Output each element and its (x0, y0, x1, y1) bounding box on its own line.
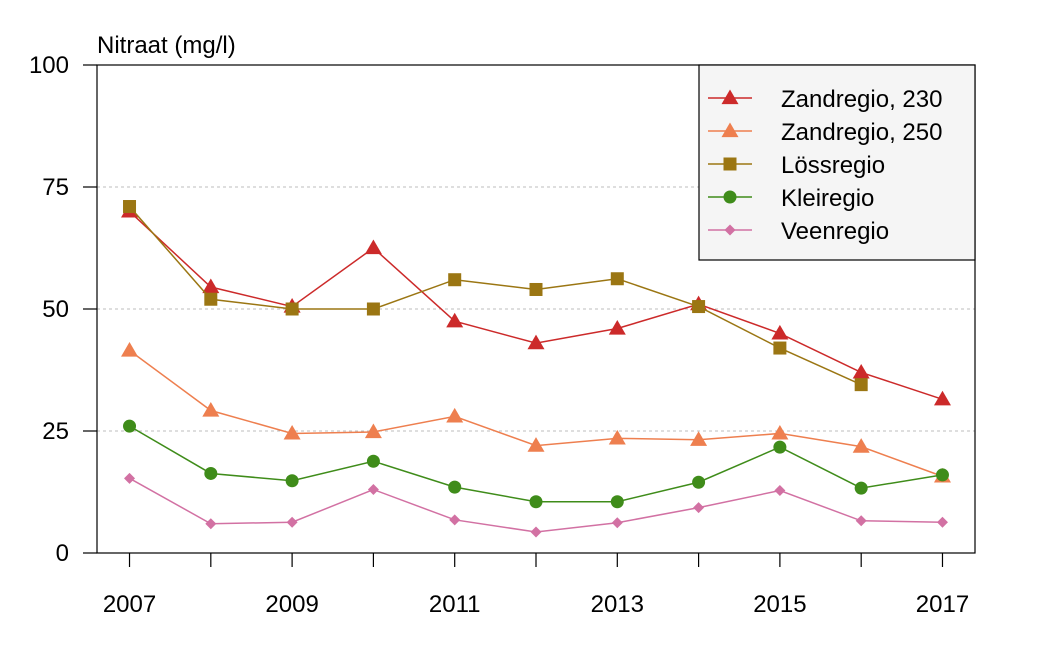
x-tick-label: 2015 (753, 591, 806, 618)
legend-marker (724, 224, 736, 236)
data-point (852, 438, 870, 453)
x-tick-label: 2011 (429, 591, 481, 618)
series-2 (123, 200, 868, 392)
gridlines (97, 186, 975, 432)
data-point (529, 282, 543, 296)
x-tick-label: 2007 (103, 591, 156, 618)
data-point (449, 514, 461, 526)
series-line (128, 206, 862, 386)
data-point (773, 440, 787, 454)
series-4 (124, 472, 948, 538)
data-point (854, 481, 868, 495)
data-point (611, 517, 623, 529)
data-point (121, 341, 139, 357)
data-point (204, 466, 218, 480)
data-point (283, 424, 301, 440)
data-point (123, 419, 137, 433)
data-point (608, 320, 626, 335)
legend-item: Veenregio (708, 218, 889, 245)
data-point (855, 515, 867, 527)
legend: Zandregio, 230 Zandregio, 250 Lössregio Kle… (698, 64, 976, 261)
data-point (366, 302, 380, 316)
data-point (608, 429, 626, 445)
series-1 (121, 341, 951, 483)
legend-label: Zandregio, 230 (781, 86, 942, 113)
data-point (286, 516, 298, 528)
legend-marker (723, 157, 737, 171)
data-point (364, 423, 382, 439)
data-point (527, 334, 545, 350)
data-point (692, 300, 706, 314)
data-point (123, 200, 137, 214)
x-tick-label: 2013 (591, 591, 644, 618)
data-point (933, 390, 951, 406)
legend-item: Lössregio (708, 152, 885, 179)
data-point (693, 502, 705, 514)
legend-label: Zandregio, 250 (781, 119, 942, 146)
data-point (202, 278, 220, 294)
legend-marker (723, 190, 737, 204)
data-point (364, 239, 382, 255)
data-point (448, 273, 462, 287)
data-point (202, 402, 220, 417)
data-point (446, 312, 464, 328)
y-axis-label: Nitraat (mg/l) (97, 32, 236, 59)
data-point (610, 495, 624, 509)
x-tick-label: 2017 (916, 591, 969, 618)
data-point (205, 518, 217, 530)
data-point (367, 484, 379, 496)
data-point (610, 272, 624, 286)
data-point (773, 341, 787, 355)
y-tick-label: 0 (56, 540, 69, 567)
data-point (124, 472, 136, 484)
data-point (852, 363, 870, 379)
data-point (446, 407, 464, 423)
series-layer (121, 200, 951, 538)
data-point (366, 454, 380, 468)
legend-item: Kleiregio (708, 185, 874, 212)
x-tick-label: 2009 (265, 591, 318, 618)
data-point (448, 480, 462, 494)
y-tick-label: 100 (29, 52, 69, 79)
y-tick-label: 75 (42, 174, 69, 201)
legend-label: Veenregio (781, 218, 889, 245)
series-3 (123, 419, 949, 509)
data-point (771, 324, 789, 340)
data-point (285, 474, 299, 488)
legend-marker (721, 89, 739, 105)
data-point (690, 431, 708, 446)
legend-item: Zandregio, 250 (708, 119, 942, 146)
legend-marker (721, 122, 739, 138)
data-point (285, 302, 299, 316)
legend-item: Zandregio, 230 (708, 86, 942, 113)
data-point (774, 485, 786, 497)
data-point (854, 378, 868, 392)
legend-label: Kleiregio (781, 185, 874, 212)
x-axis: 2007 2009 2011 2013 2015 2017 (103, 553, 969, 618)
y-tick-label: 25 (42, 418, 69, 445)
data-point (692, 475, 706, 489)
y-axis: 0 25 50 75 100 (29, 52, 97, 567)
data-point (936, 516, 948, 528)
data-point (530, 526, 542, 538)
data-point (771, 424, 789, 440)
data-point (204, 292, 218, 306)
data-point (529, 495, 543, 509)
y-tick-label: 50 (42, 296, 69, 323)
legend-label: Lössregio (781, 152, 885, 179)
series-line (129, 349, 943, 478)
data-point (527, 437, 545, 452)
data-point (935, 468, 949, 482)
